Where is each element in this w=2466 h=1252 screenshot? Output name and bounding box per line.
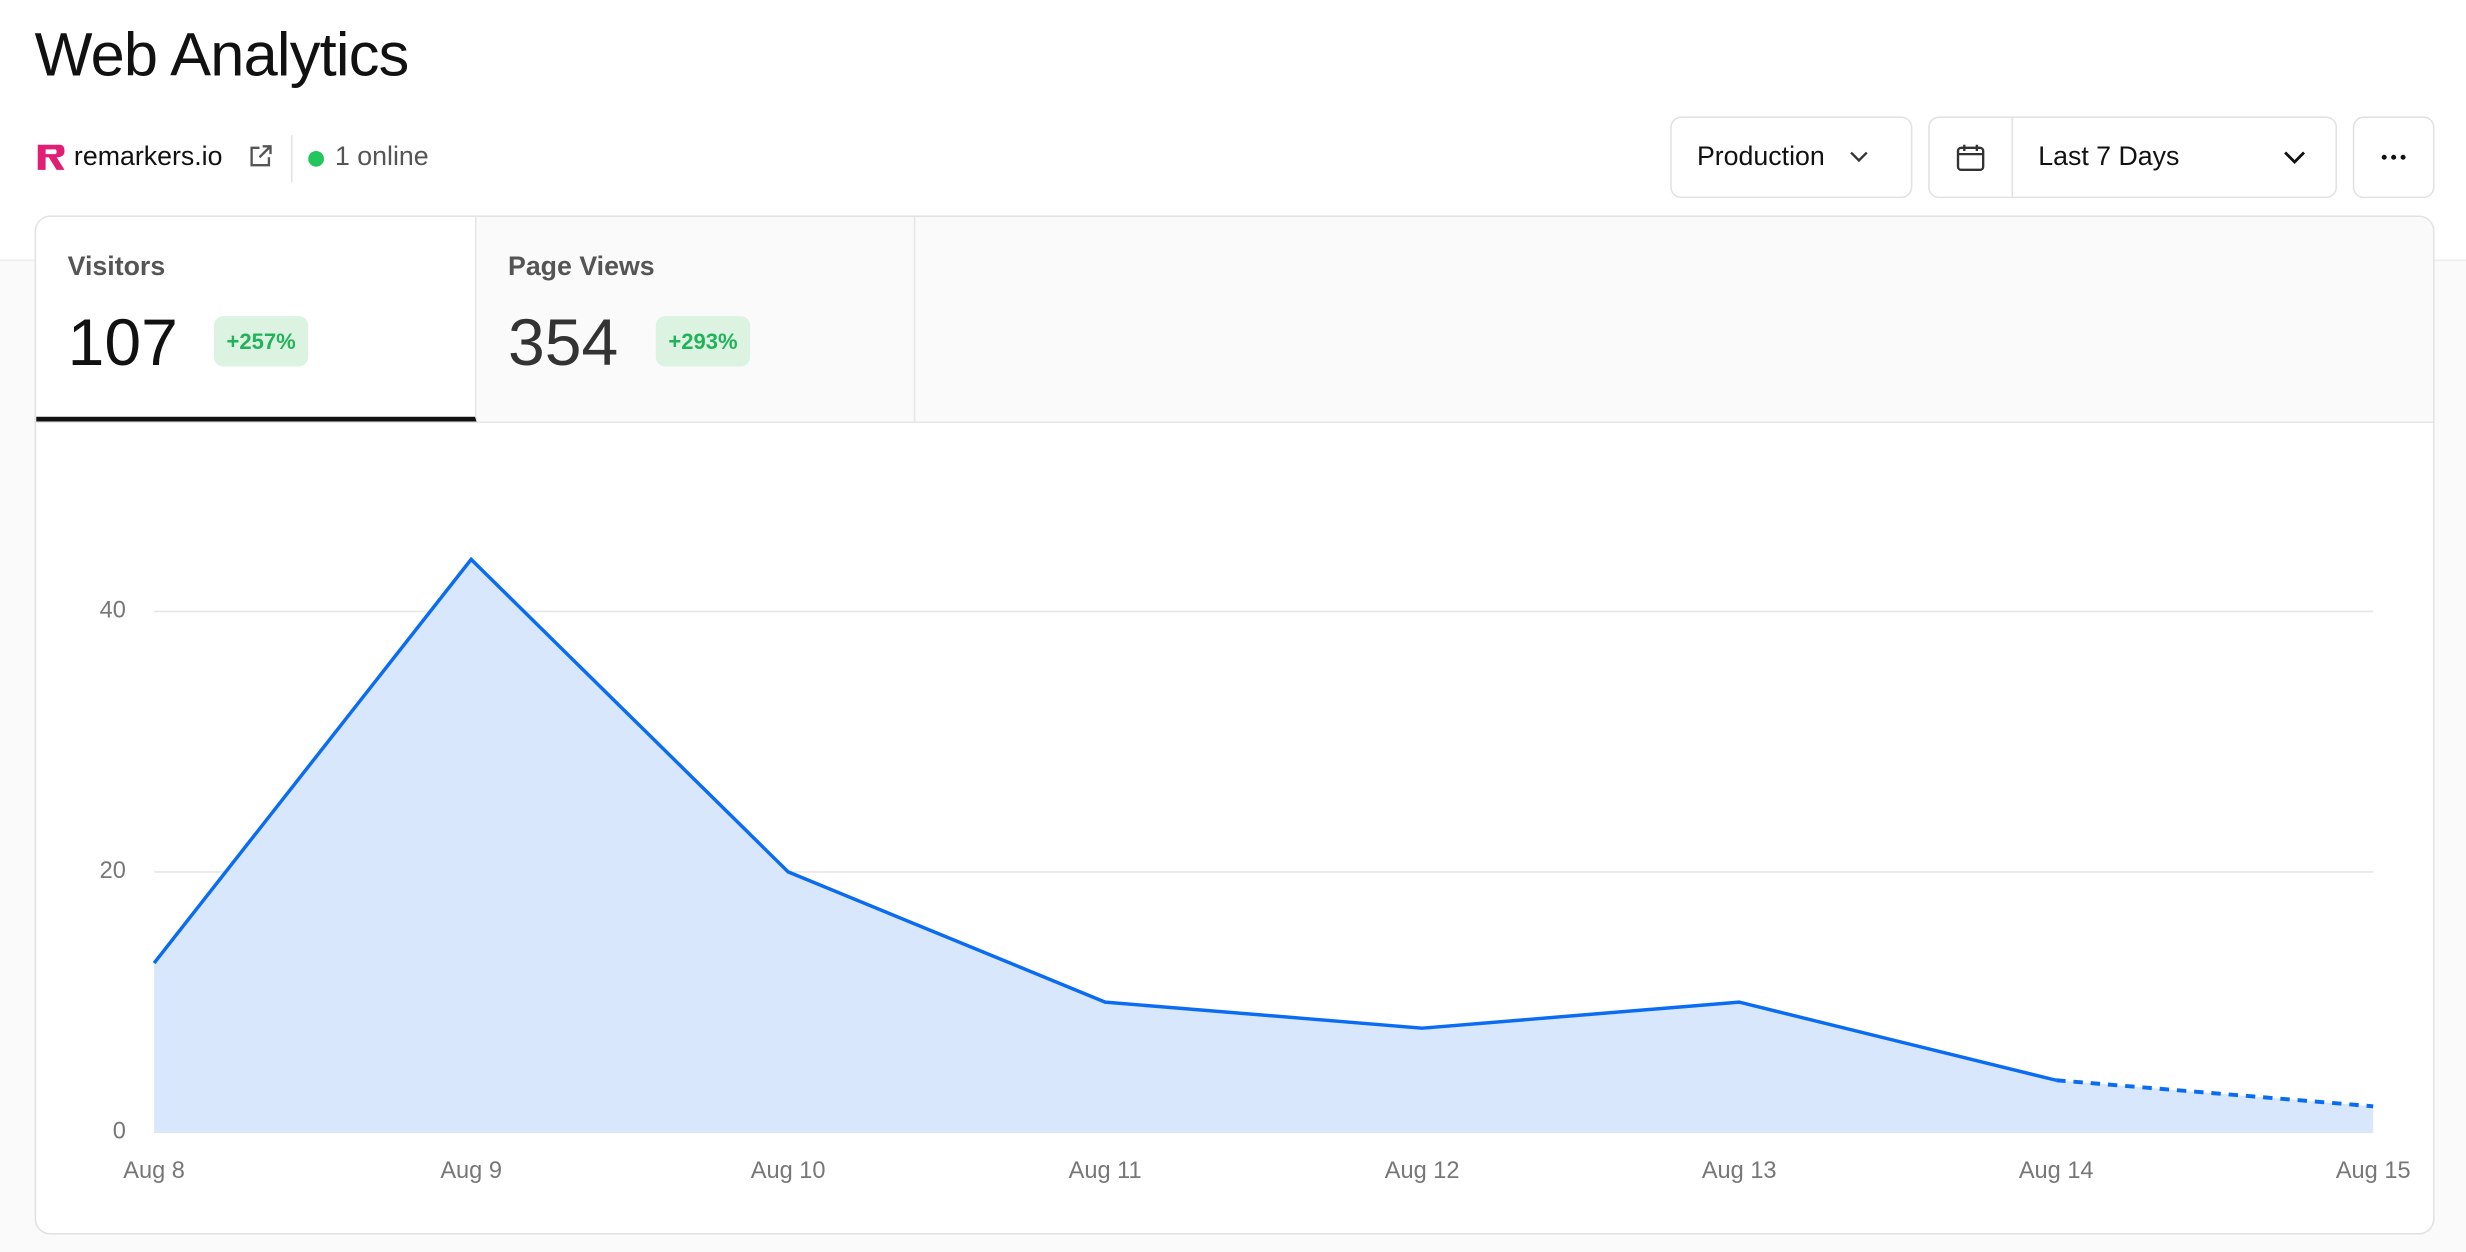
tab-label: Page Views	[507, 251, 655, 282]
tab-change: +293%	[655, 316, 751, 367]
page-title: Web Analytics	[34, 22, 410, 90]
line-incomplete	[2056, 1078, 2374, 1109]
x-tick-label: Aug 14	[2019, 1157, 2094, 1183]
calendar-icon	[1956, 144, 1985, 172]
page-views-tab[interactable]: Page Views 354 +293%	[477, 217, 916, 422]
y-tick-label: 40	[100, 597, 126, 623]
line	[152, 556, 2057, 1082]
site-logo	[37, 144, 65, 170]
x-tick-label: Aug 8	[123, 1157, 185, 1183]
chevron	[1850, 151, 1869, 163]
environment-label: Production	[1696, 141, 1825, 172]
online-count: 1 online	[334, 141, 429, 172]
calendar-button[interactable]	[1930, 117, 2014, 197]
online-dot	[308, 150, 324, 167]
more-icon	[2381, 154, 2406, 160]
divider	[290, 135, 293, 183]
date-range-label: Last 7 Days	[2038, 141, 2180, 172]
site-link[interactable]: remarkers.io	[73, 141, 223, 172]
more-button[interactable]	[2352, 116, 2435, 199]
external-link-icon[interactable]	[247, 143, 274, 170]
chevron	[2284, 151, 2306, 164]
y-tick-label: 0	[113, 1118, 126, 1144]
visitors-tab[interactable]: Visitors 107 +257%	[36, 217, 477, 422]
x-tick-label: Aug 13	[1702, 1157, 1777, 1183]
x-tick-label: Aug 9	[440, 1157, 502, 1183]
x-tick-label: Aug 11	[1069, 1157, 1142, 1183]
metric-tabs: Visitors 107 +257% Page Views 354 +293%	[36, 217, 2433, 424]
tab-change: +257%	[213, 316, 309, 367]
area	[154, 559, 2374, 1133]
x-tick-label: Aug 10	[751, 1157, 826, 1183]
y-tick-label: 20	[100, 857, 126, 883]
date-range-select[interactable]: Last 7 Days	[1928, 116, 2338, 199]
tab-value: 354	[507, 305, 619, 380]
x-tick-label: Aug 15	[2336, 1157, 2411, 1183]
environment-select[interactable]: Production	[1670, 116, 1913, 199]
tab-label: Visitors	[67, 251, 166, 282]
tab-value: 107	[67, 305, 178, 380]
x-tick-label: Aug 12	[1385, 1157, 1460, 1183]
